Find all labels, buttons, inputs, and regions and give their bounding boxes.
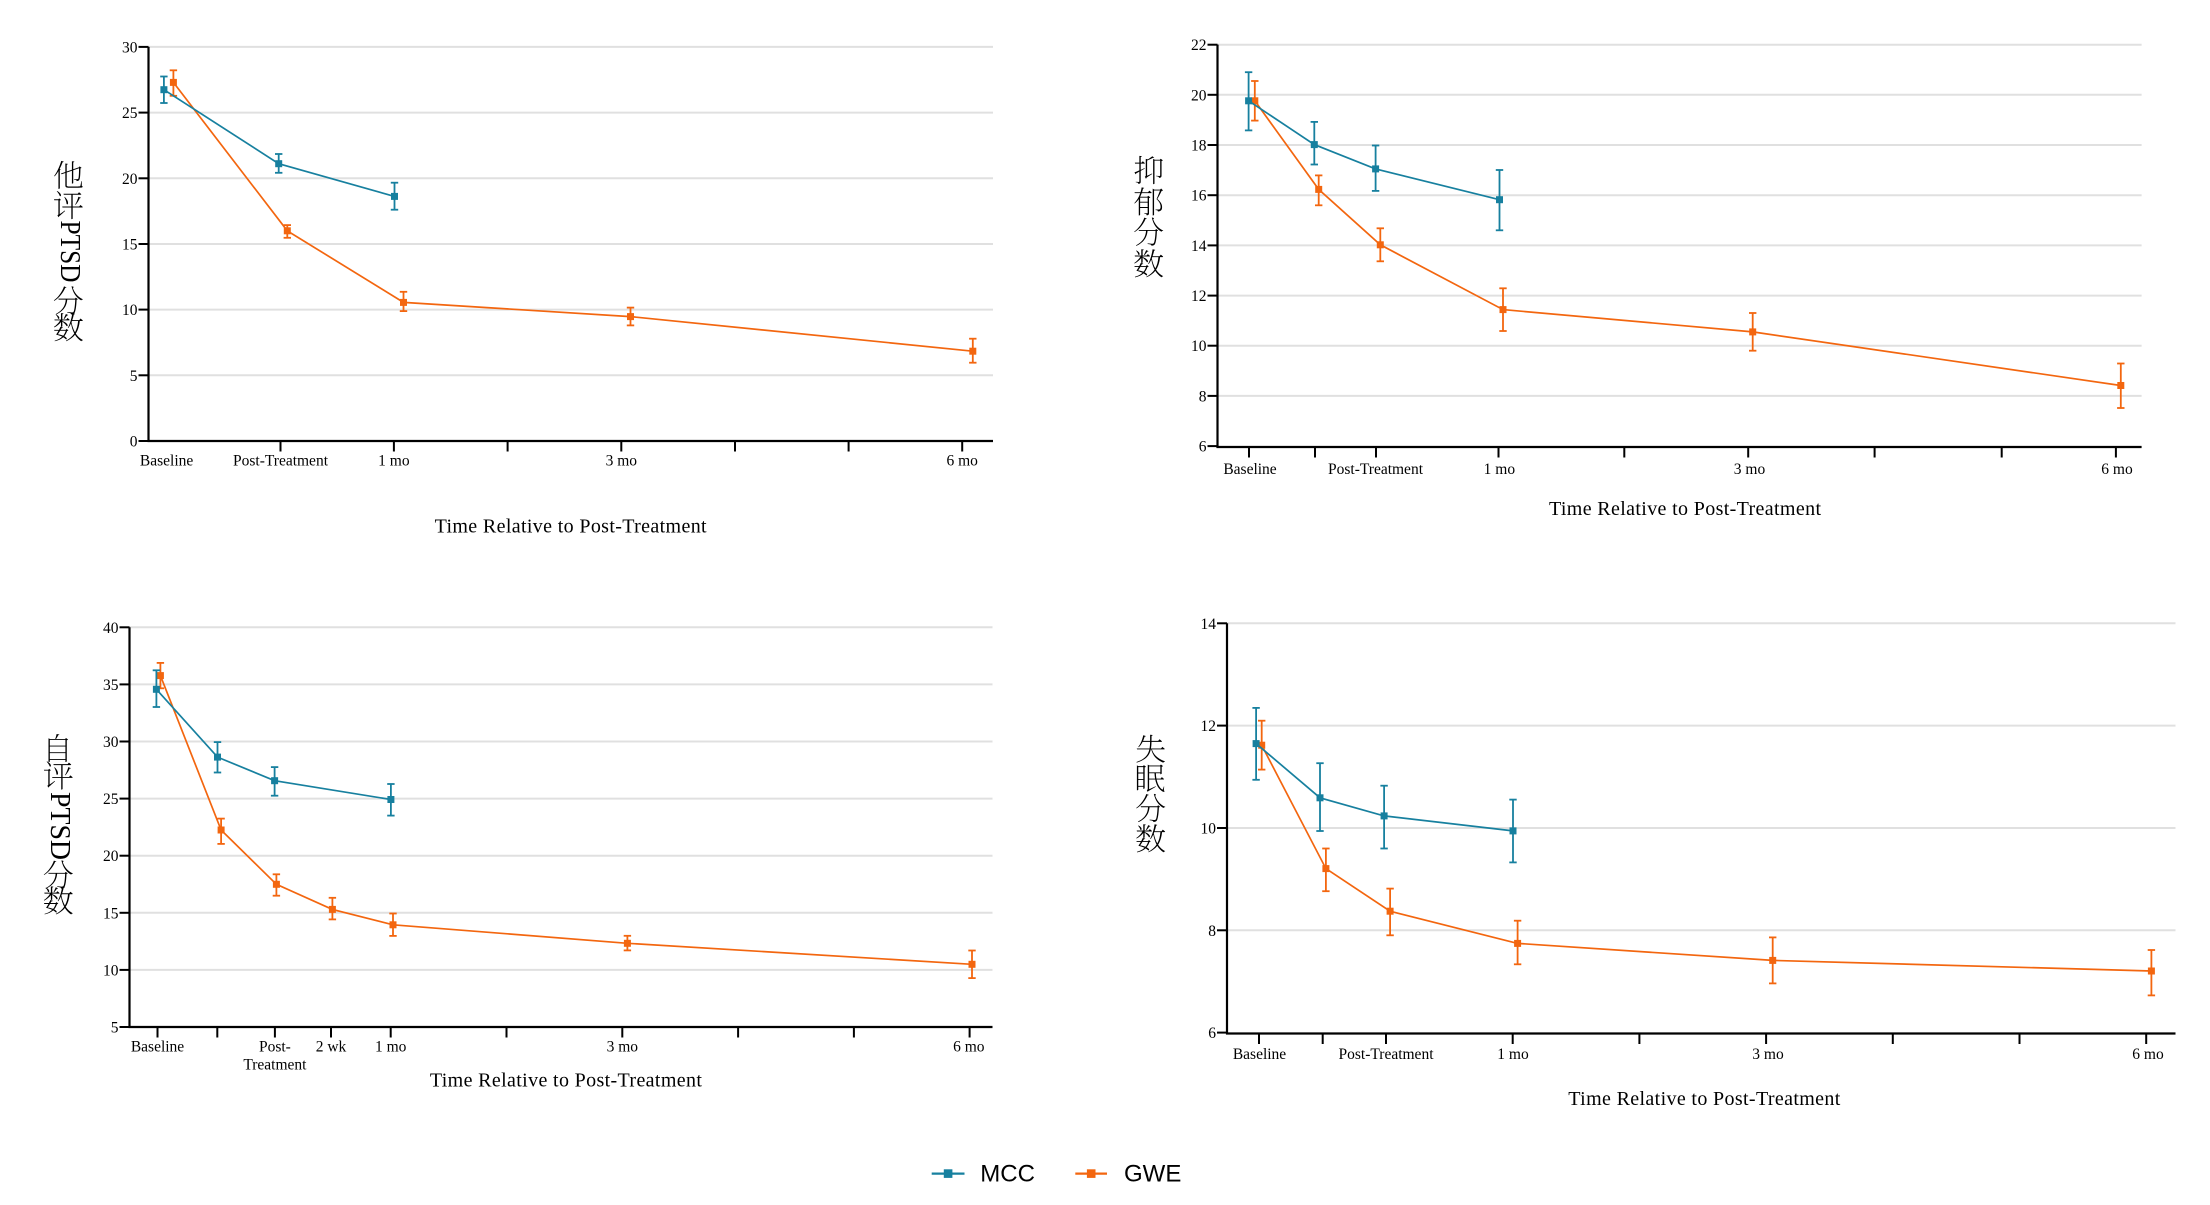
svg-text:15: 15 — [103, 905, 119, 922]
svg-text:2 wk: 2 wk — [316, 1039, 347, 1056]
svg-text:35: 35 — [103, 677, 119, 694]
svg-text:20: 20 — [103, 848, 119, 865]
svg-text:30: 30 — [103, 734, 119, 751]
svg-text:Post-Treatment: Post-Treatment — [1338, 1046, 1434, 1063]
svg-text:10: 10 — [122, 302, 138, 319]
svg-text:Post-: Post- — [259, 1039, 291, 1056]
svg-text:6: 6 — [1208, 1025, 1216, 1042]
svg-text:Time Relative to Post-Treatmen: Time Relative to Post-Treatment — [1568, 1088, 1840, 1110]
svg-text:6 mo: 6 mo — [2132, 1046, 2164, 1063]
svg-text:Treatment: Treatment — [243, 1057, 307, 1074]
svg-text:Baseline: Baseline — [1223, 461, 1276, 478]
svg-text:16: 16 — [1191, 188, 1207, 205]
svg-text:1 mo: 1 mo — [375, 1039, 407, 1056]
svg-text:20: 20 — [122, 171, 138, 188]
svg-text:PTSD: PTSD — [44, 792, 76, 860]
svg-text:Time Relative to Post-Treatmen: Time Relative to Post-Treatment — [1549, 498, 1821, 520]
svg-text:Time Relative to Post-Treatmen: Time Relative to Post-Treatment — [435, 516, 707, 538]
svg-text:12: 12 — [1191, 288, 1207, 305]
svg-text:MCC: MCC — [980, 1161, 1035, 1188]
svg-text:20: 20 — [1191, 87, 1207, 104]
svg-text:6 mo: 6 mo — [953, 1039, 985, 1056]
svg-text:10: 10 — [103, 962, 119, 979]
svg-text:Baseline: Baseline — [131, 1039, 184, 1056]
svg-text:8: 8 — [1199, 388, 1207, 405]
svg-text:25: 25 — [103, 791, 119, 808]
svg-text:1 mo: 1 mo — [1497, 1046, 1529, 1063]
svg-text:Post-Treatment: Post-Treatment — [1328, 461, 1424, 478]
svg-text:15: 15 — [122, 237, 138, 254]
svg-text:GWE: GWE — [1124, 1161, 1181, 1188]
svg-text:14: 14 — [1201, 616, 1217, 633]
svg-text:5: 5 — [130, 368, 138, 385]
svg-text:6: 6 — [1199, 439, 1207, 456]
svg-text:6 mo: 6 mo — [2101, 461, 2133, 478]
svg-text:6 mo: 6 mo — [946, 453, 978, 470]
svg-text:40: 40 — [103, 620, 119, 637]
svg-text:5: 5 — [111, 1020, 119, 1037]
svg-text:0: 0 — [130, 434, 138, 451]
svg-text:30: 30 — [122, 39, 138, 56]
svg-text:Baseline: Baseline — [1233, 1046, 1286, 1063]
svg-text:1 mo: 1 mo — [378, 453, 410, 470]
svg-text:22: 22 — [1191, 37, 1207, 54]
svg-text:10: 10 — [1201, 821, 1217, 838]
svg-text:8: 8 — [1208, 923, 1216, 940]
svg-text:3 mo: 3 mo — [1734, 461, 1766, 478]
svg-text:18: 18 — [1191, 138, 1207, 155]
svg-text:Post-Treatment: Post-Treatment — [233, 453, 329, 470]
svg-text:3 mo: 3 mo — [606, 453, 638, 470]
svg-text:3 mo: 3 mo — [607, 1039, 639, 1056]
svg-text:3 mo: 3 mo — [1752, 1046, 1784, 1063]
svg-text:25: 25 — [122, 105, 138, 122]
svg-text:12: 12 — [1201, 718, 1217, 735]
svg-text:1 mo: 1 mo — [1484, 461, 1516, 478]
svg-text:Baseline: Baseline — [140, 453, 193, 470]
svg-text:14: 14 — [1191, 238, 1207, 255]
svg-text:10: 10 — [1191, 338, 1207, 355]
svg-text:Time Relative to Post-Treatmen: Time Relative to Post-Treatment — [430, 1069, 702, 1091]
svg-text:PTSD: PTSD — [54, 221, 86, 283]
